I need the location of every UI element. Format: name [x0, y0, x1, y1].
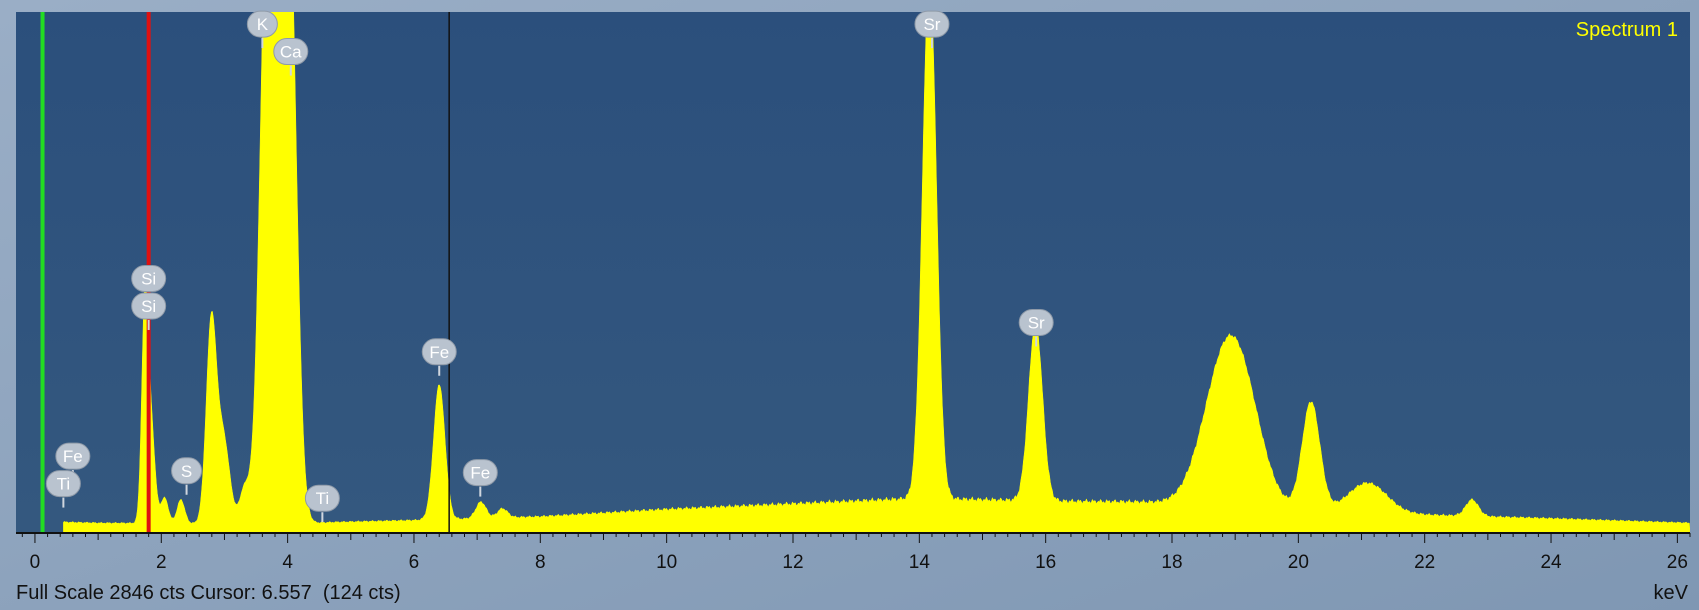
x-tick-label: 16: [1035, 552, 1056, 573]
x-tick-label: 10: [656, 552, 677, 573]
element-label-text: Fe: [429, 343, 449, 362]
element-label-badge: [246, 10, 278, 38]
element-label-text: Fe: [470, 464, 490, 483]
x-axis-unit: keV: [1654, 582, 1689, 604]
element-label-badge: [914, 10, 950, 38]
element-label-text: Si: [141, 297, 156, 316]
element-label-badge: [131, 292, 167, 320]
element-label-badge: [462, 459, 498, 487]
element-label-badge: [1018, 308, 1054, 336]
element-label-text: S: [181, 462, 192, 481]
spectrum-name: Spectrum 1: [1576, 19, 1678, 41]
x-tick-label: 0: [30, 552, 41, 573]
element-label-badge: [131, 265, 167, 293]
x-tick-label: 6: [409, 552, 420, 573]
element-label-badge: [304, 484, 340, 512]
element-label-text: Ca: [280, 43, 302, 62]
element-label-s: S: [171, 457, 203, 495]
element-label-badge: [273, 38, 309, 66]
x-tick-label: 22: [1414, 552, 1435, 573]
element-label-text: Ti: [57, 475, 71, 494]
element-label-badge: [421, 338, 457, 366]
element-label-text: Sr: [1028, 313, 1045, 332]
x-tick-label: 26: [1667, 552, 1688, 573]
element-label-fe: Fe: [462, 459, 498, 497]
element-label-badge: [171, 457, 203, 485]
x-tick-label: 12: [782, 552, 803, 573]
element-label-ti: Ti: [45, 470, 81, 508]
element-label-sr: Sr: [1018, 308, 1054, 347]
element-label-k: K: [246, 10, 278, 49]
element-label-text: Ti: [316, 489, 330, 508]
spectrum-area: [63, 12, 1690, 533]
element-label-badge: [55, 442, 91, 470]
element-label-si: Si: [131, 292, 167, 331]
element-label-si: Si: [131, 265, 167, 303]
element-label-text: Sr: [923, 15, 940, 34]
x-tick-label: 20: [1288, 552, 1309, 573]
element-label-text: Fe: [63, 447, 83, 466]
element-label-ti: Ti: [304, 484, 340, 523]
x-tick-label: 8: [535, 552, 546, 573]
element-label-text: K: [257, 15, 269, 34]
element-label-ca: Ca: [273, 38, 309, 76]
element-label-badge: [45, 470, 81, 498]
x-tick-label: 4: [282, 552, 293, 573]
element-label-fe: Fe: [421, 338, 457, 376]
x-tick-label: 14: [909, 552, 931, 573]
element-label-text: Si: [141, 270, 156, 289]
status-full-scale-cursor: Full Scale 2846 cts Cursor: 6.557 (124 c…: [16, 582, 401, 604]
element-label-sr: Sr: [914, 10, 950, 49]
x-tick-label: 2: [156, 552, 167, 573]
x-tick-label: 18: [1161, 552, 1182, 573]
x-tick-label: 24: [1540, 552, 1562, 573]
